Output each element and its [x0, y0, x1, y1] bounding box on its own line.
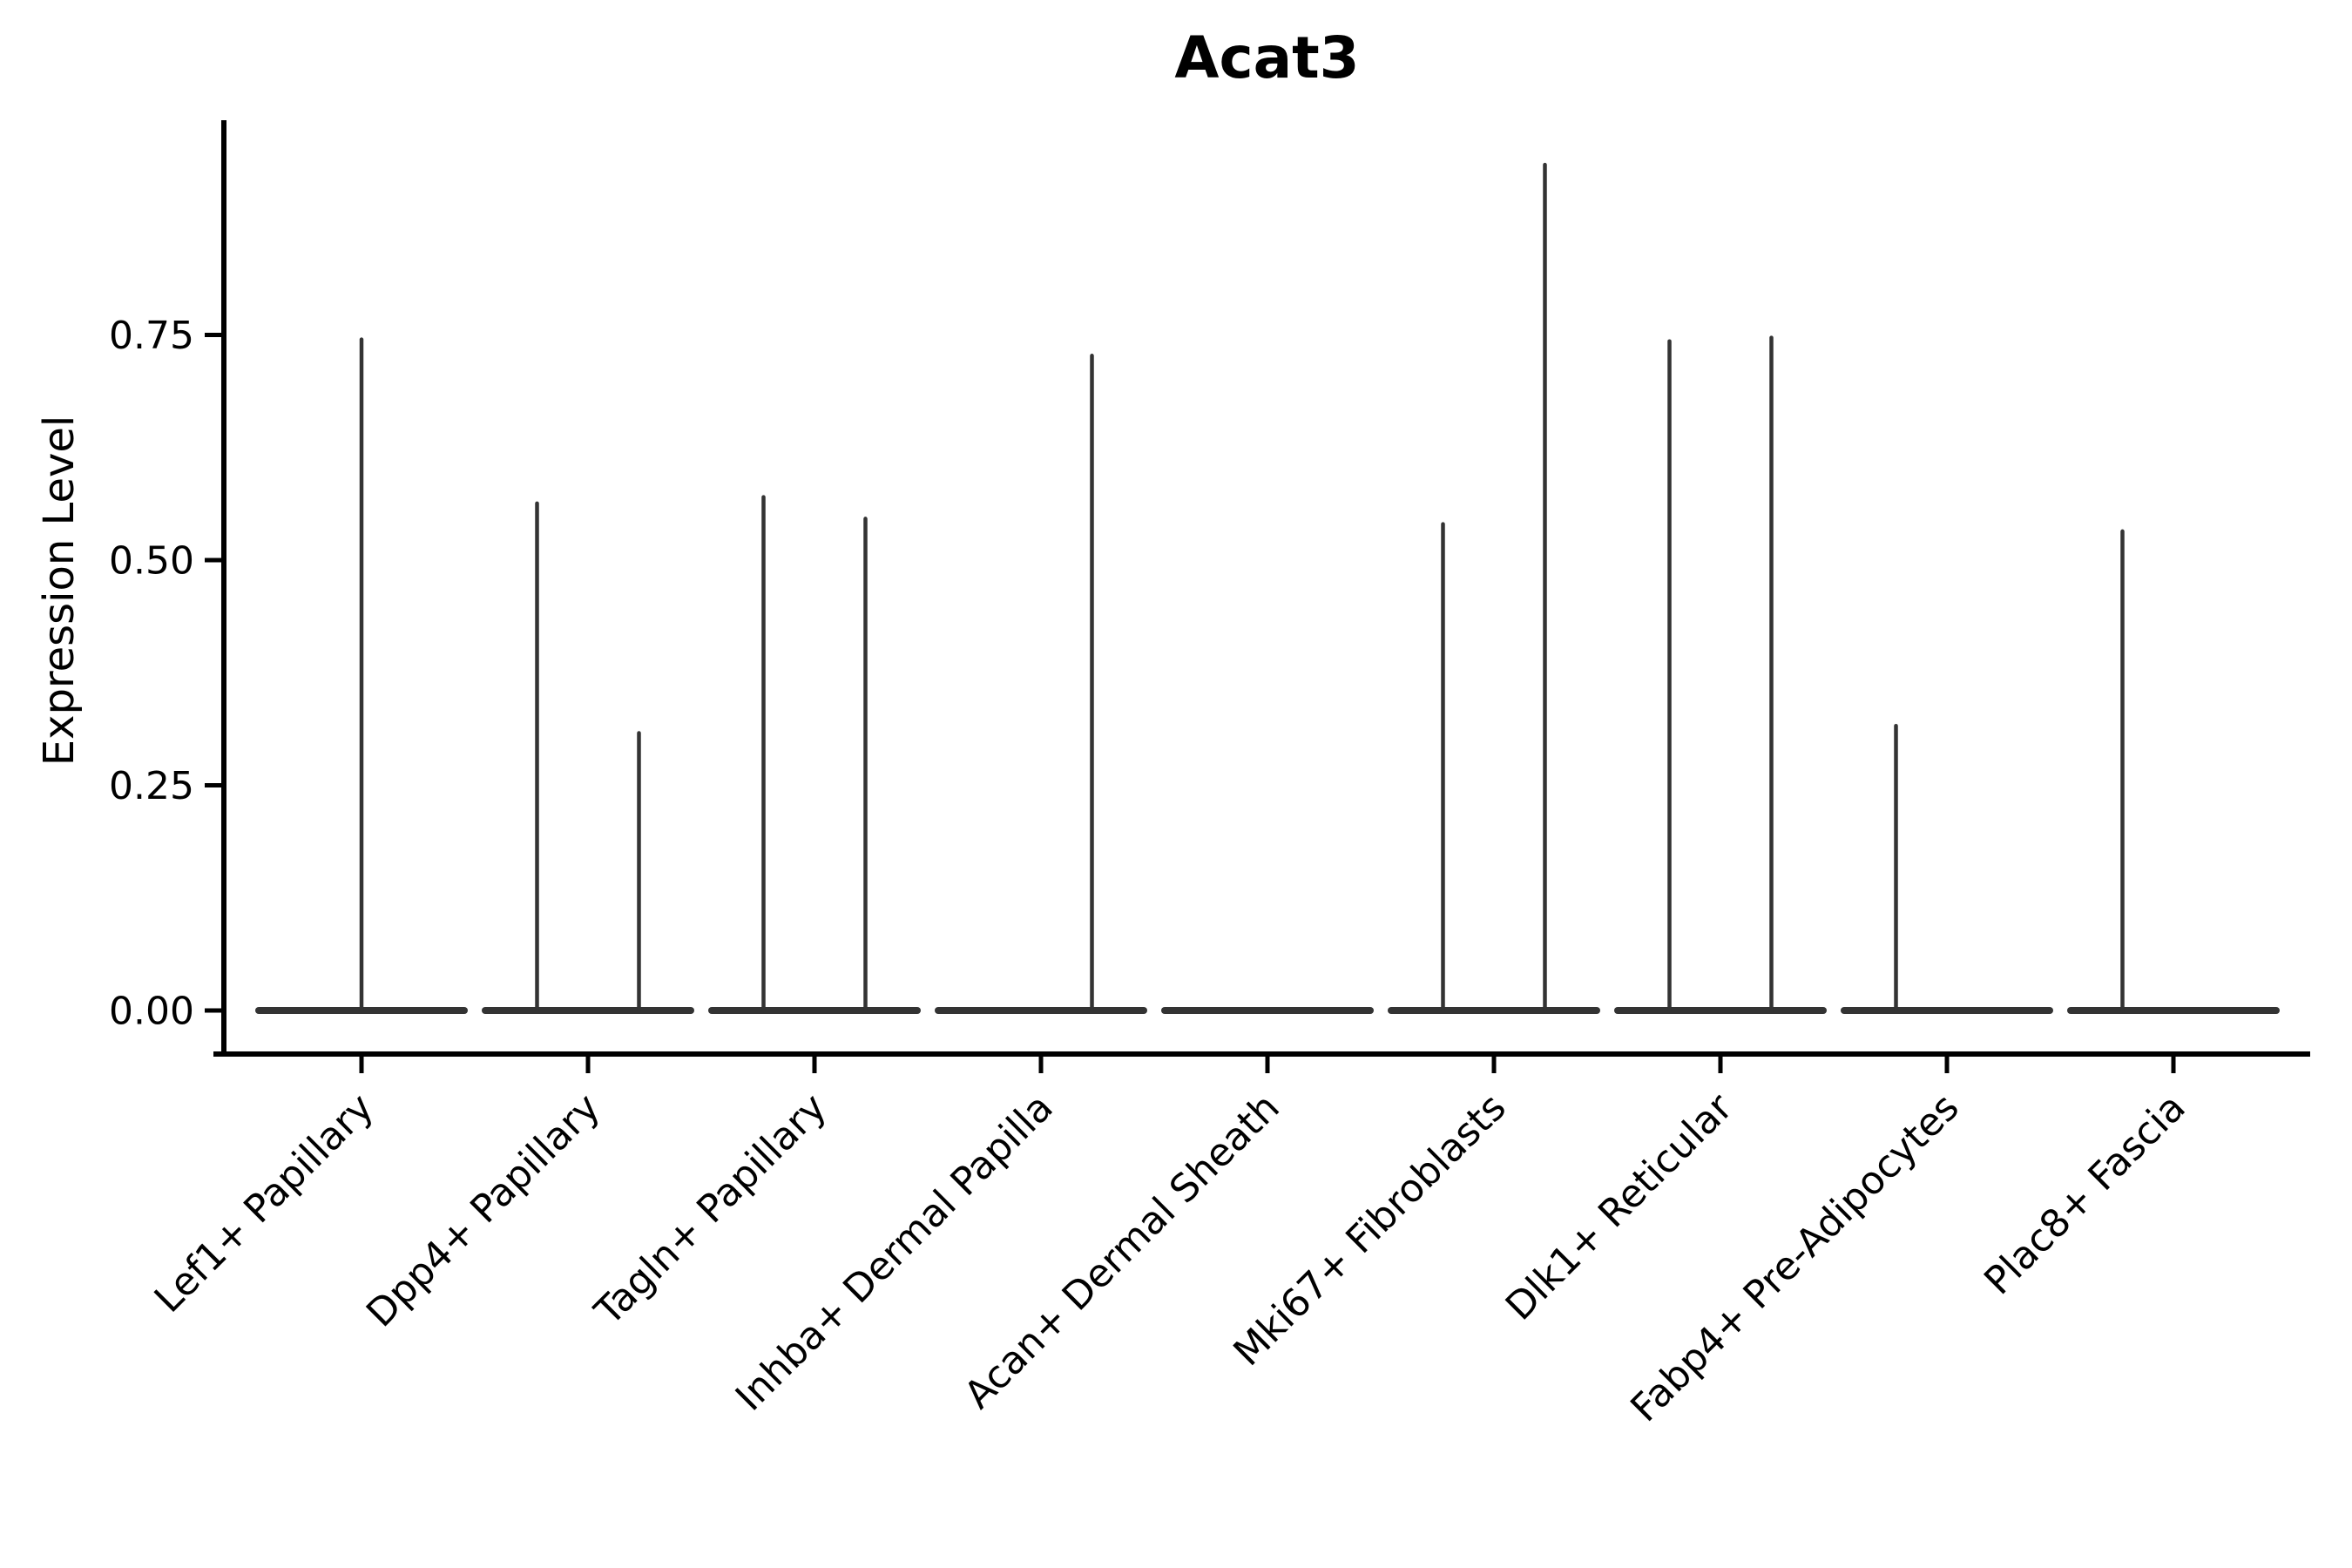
x-category-label: Plac8+ Fascia: [1976, 1085, 2194, 1304]
x-category-label: Dlk1+ Reticular: [1497, 1085, 1742, 1329]
x-category-label: Dpp4+ Papillary: [358, 1085, 609, 1336]
x-category-label: Tagln+ Papillary: [586, 1085, 835, 1335]
x-category-label: Lef1+ Papillary: [146, 1085, 382, 1321]
y-tick-label: 0.75: [109, 314, 194, 358]
y-tick-label: 0.00: [109, 989, 194, 1033]
chart-title: Acat3: [1174, 24, 1360, 91]
y-tick-label: 0.50: [109, 538, 194, 583]
y-tick-label: 0.25: [109, 764, 194, 808]
